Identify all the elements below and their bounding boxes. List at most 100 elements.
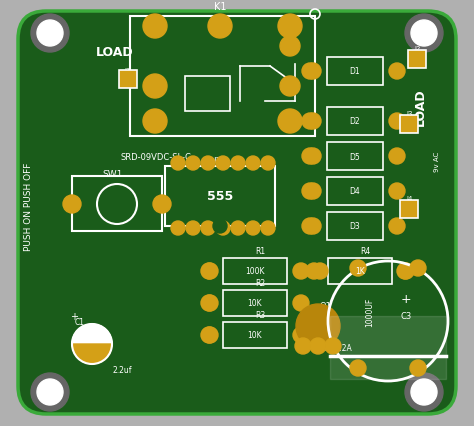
Circle shape — [261, 222, 275, 236]
Text: D2: D2 — [350, 117, 360, 126]
Circle shape — [143, 110, 167, 134]
Circle shape — [213, 219, 227, 233]
Circle shape — [278, 15, 302, 39]
Text: R4: R4 — [360, 247, 370, 256]
Circle shape — [201, 327, 217, 343]
Bar — [130, 17, 315, 137]
Text: D3: D3 — [350, 222, 360, 231]
Circle shape — [302, 114, 318, 130]
Circle shape — [389, 114, 405, 130]
Circle shape — [293, 263, 309, 279]
Bar — [223, 259, 287, 284]
Text: +: + — [70, 311, 78, 321]
Circle shape — [398, 263, 414, 279]
Circle shape — [305, 184, 321, 199]
Circle shape — [389, 64, 405, 80]
Text: 1K: 1K — [355, 267, 365, 276]
Text: R1: R1 — [255, 247, 265, 256]
Circle shape — [171, 157, 185, 170]
Text: 10K: 10K — [248, 331, 262, 340]
Bar — [119, 71, 137, 89]
Circle shape — [202, 263, 218, 279]
Circle shape — [305, 149, 321, 164]
Text: U2: U2 — [209, 157, 221, 166]
Text: D1: D1 — [350, 67, 360, 76]
Circle shape — [246, 222, 260, 236]
Circle shape — [411, 21, 437, 47]
Circle shape — [202, 295, 218, 311]
Text: R2: R2 — [255, 279, 265, 288]
Bar — [400, 201, 418, 219]
Text: J4: J4 — [407, 196, 413, 201]
Circle shape — [310, 338, 326, 354]
Circle shape — [278, 110, 302, 134]
Circle shape — [231, 222, 245, 236]
Circle shape — [216, 157, 230, 170]
Circle shape — [389, 219, 405, 234]
Text: LOAD: LOAD — [413, 88, 427, 126]
Circle shape — [31, 373, 69, 411]
Circle shape — [410, 360, 426, 376]
Bar — [165, 167, 275, 227]
Text: J1: J1 — [125, 68, 131, 74]
Bar — [223, 322, 287, 348]
Text: C1: C1 — [75, 318, 85, 327]
Circle shape — [37, 379, 63, 405]
Bar — [327, 108, 383, 136]
Circle shape — [389, 149, 405, 164]
Circle shape — [153, 196, 171, 213]
Circle shape — [302, 184, 318, 199]
Circle shape — [186, 222, 200, 236]
Circle shape — [208, 15, 232, 39]
Text: C3: C3 — [401, 312, 411, 321]
Circle shape — [201, 263, 217, 279]
Circle shape — [325, 338, 341, 354]
FancyBboxPatch shape — [18, 12, 456, 414]
Text: D4: D4 — [350, 187, 360, 196]
Circle shape — [397, 263, 413, 279]
Circle shape — [296, 304, 340, 348]
Circle shape — [295, 338, 311, 354]
Circle shape — [202, 327, 218, 343]
Bar — [327, 58, 383, 86]
Text: 2N2222A: 2N2222A — [318, 344, 352, 353]
Circle shape — [305, 64, 321, 80]
Circle shape — [171, 222, 185, 236]
Bar — [327, 178, 383, 205]
Circle shape — [186, 157, 200, 170]
Text: 10K: 10K — [248, 299, 262, 308]
Circle shape — [306, 263, 322, 279]
Text: SRD-09VDC-SL-C: SRD-09VDC-SL-C — [120, 152, 191, 161]
Circle shape — [293, 327, 309, 343]
Bar — [328, 259, 392, 284]
Circle shape — [350, 360, 366, 376]
Circle shape — [216, 222, 230, 236]
Circle shape — [405, 15, 443, 53]
Text: R3: R3 — [255, 311, 265, 320]
Circle shape — [410, 260, 426, 276]
Circle shape — [246, 157, 260, 170]
Circle shape — [411, 379, 437, 405]
Circle shape — [31, 15, 69, 53]
Circle shape — [280, 77, 300, 97]
Circle shape — [305, 219, 321, 234]
Text: 2.2uf: 2.2uf — [112, 366, 131, 374]
Circle shape — [305, 114, 321, 130]
Circle shape — [389, 184, 405, 199]
Bar — [72, 177, 162, 231]
Text: LOAD: LOAD — [96, 46, 134, 58]
Wedge shape — [72, 344, 112, 364]
Text: 1000UF: 1000UF — [365, 296, 374, 326]
Circle shape — [63, 196, 81, 213]
Circle shape — [302, 219, 318, 234]
Text: 100K: 100K — [245, 267, 265, 276]
Text: SW1: SW1 — [103, 170, 123, 179]
Text: D5: D5 — [350, 152, 360, 161]
Circle shape — [201, 295, 217, 311]
Circle shape — [37, 21, 63, 47]
Circle shape — [302, 64, 318, 80]
Circle shape — [350, 260, 366, 276]
Circle shape — [143, 15, 167, 39]
Text: 9v AC: 9v AC — [434, 152, 440, 172]
Circle shape — [405, 373, 443, 411]
